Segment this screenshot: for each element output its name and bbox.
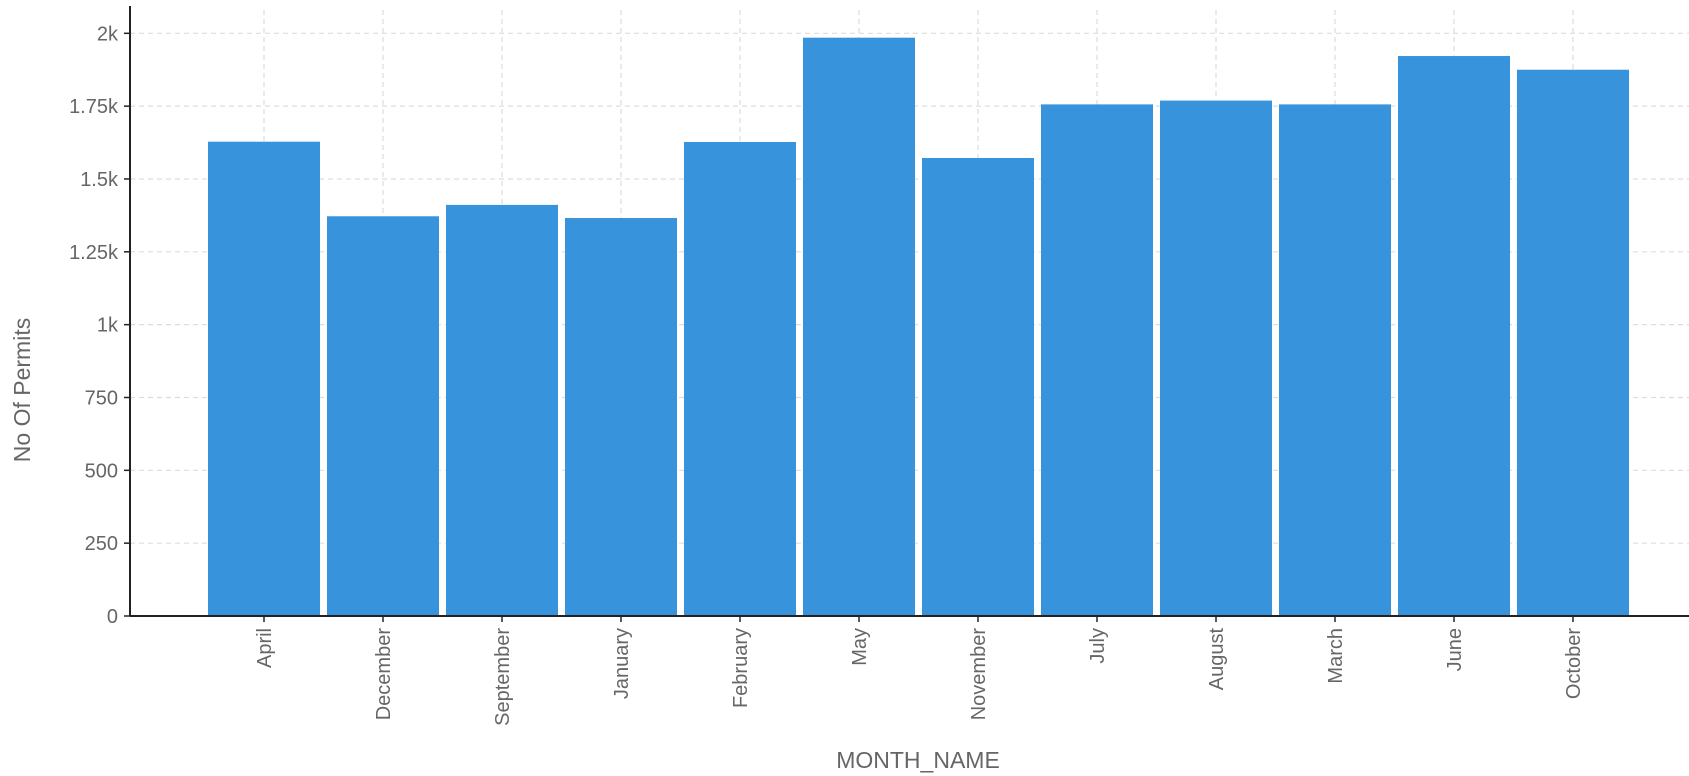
- x-tick-label: November: [968, 628, 990, 721]
- bar-july[interactable]: [1041, 104, 1153, 617]
- bar-august[interactable]: [1160, 100, 1272, 617]
- x-tick-label: March: [1325, 628, 1347, 684]
- y-axis-title: No Of Permits: [9, 318, 35, 462]
- x-tick-label: April: [254, 628, 276, 668]
- bar-june[interactable]: [1398, 56, 1510, 616]
- y-tick-labels: 0 250 500 750 1k 1.25k 1.5k 1.75k 2k: [69, 23, 119, 628]
- x-tick-label: June: [1444, 628, 1466, 671]
- bar-may[interactable]: [803, 37, 915, 617]
- bar-october[interactable]: [1517, 69, 1629, 617]
- x-tick-label: January: [611, 628, 633, 699]
- x-tick-label: July: [1087, 628, 1109, 664]
- bars: [208, 37, 1629, 617]
- y-tick-label: 500: [85, 460, 118, 482]
- x-tick-label: December: [373, 628, 395, 721]
- bar-april[interactable]: [208, 141, 320, 616]
- x-tick-label: September: [492, 628, 514, 726]
- x-tick-label: May: [849, 628, 871, 666]
- x-axis-title: MONTH_NAME: [836, 747, 1000, 773]
- axes: [124, 6, 1689, 622]
- x-tick-label: February: [730, 628, 752, 708]
- y-tick-label: 1.5k: [80, 169, 119, 191]
- y-tick-label: 1.25k: [69, 242, 119, 264]
- y-tick-label: 1.75k: [69, 96, 119, 118]
- y-tick-label: 1k: [97, 315, 119, 337]
- y-tick-label: 250: [85, 533, 118, 555]
- x-tick-labels: April December September January February May…: [254, 628, 1585, 726]
- x-tick-label: October: [1563, 628, 1585, 699]
- y-tick-label: 0: [107, 606, 118, 628]
- bar-january[interactable]: [565, 218, 677, 616]
- y-tick-label: 750: [85, 387, 118, 409]
- bar-february[interactable]: [684, 141, 796, 617]
- bar-march[interactable]: [1279, 104, 1391, 617]
- x-tick-label: August: [1206, 628, 1228, 691]
- bar-september[interactable]: [446, 204, 558, 616]
- bar-december[interactable]: [327, 216, 439, 616]
- y-tick-label: 2k: [97, 23, 119, 45]
- bar-november[interactable]: [922, 158, 1034, 616]
